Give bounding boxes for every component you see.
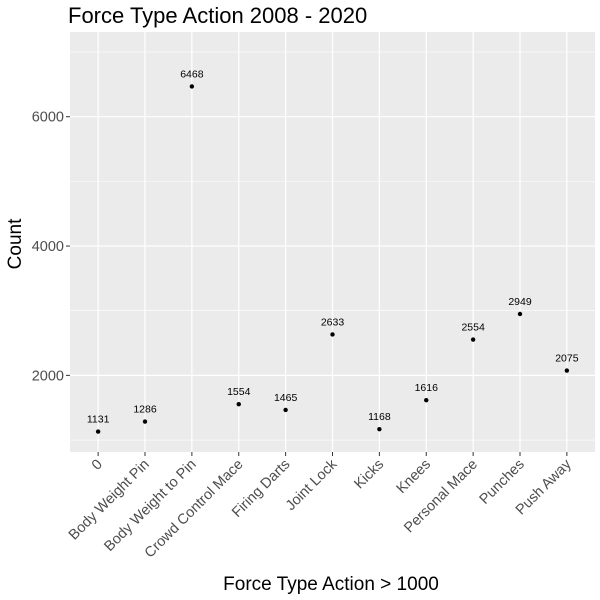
data-point xyxy=(236,402,241,407)
y-tick-label: 6000 xyxy=(32,110,64,126)
major-gridlines xyxy=(70,32,595,452)
y-axis: 2000 4000 6000 xyxy=(32,110,70,384)
x-tick-label: Kicks xyxy=(351,457,387,493)
y-tick-label: 2000 xyxy=(32,368,64,384)
x-tick-label: Joint Lock xyxy=(283,456,341,514)
data-label: 6468 xyxy=(180,68,204,80)
data-label: 1554 xyxy=(227,386,251,398)
data-point xyxy=(283,407,288,413)
x-tick-label: Body Weight Pin xyxy=(66,457,153,544)
data-label: 1465 xyxy=(274,392,298,404)
data-point xyxy=(330,332,335,337)
chart-title: Force Type Action 2008 - 2020 xyxy=(68,3,367,28)
data-label: 2554 xyxy=(461,322,485,334)
data-point xyxy=(517,311,523,317)
data-label: 2949 xyxy=(508,296,532,308)
data-label: 1168 xyxy=(368,411,391,423)
data-label: 2075 xyxy=(555,353,579,365)
x-tick-label: 0 xyxy=(89,457,106,474)
data-points xyxy=(95,84,570,434)
data-label: 2633 xyxy=(321,316,345,328)
data-labels: 1131 1286 6468 1554 1465 2633 1168 1616 2554 2949… xyxy=(87,68,579,425)
data-point xyxy=(189,84,195,89)
data-point xyxy=(95,429,101,434)
data-point xyxy=(470,337,476,342)
data-point xyxy=(424,398,429,403)
y-axis-title: Count xyxy=(5,218,26,269)
data-point xyxy=(142,419,148,424)
x-tick-label: Knees xyxy=(394,457,434,497)
data-point xyxy=(564,368,570,373)
data-point xyxy=(377,426,382,432)
data-label: 1616 xyxy=(415,382,439,394)
x-axis-title: Force Type Action > 1000 xyxy=(223,574,439,595)
y-tick-label: 4000 xyxy=(32,239,64,255)
data-label: 1286 xyxy=(133,404,157,416)
data-label: 1131 xyxy=(87,414,110,426)
